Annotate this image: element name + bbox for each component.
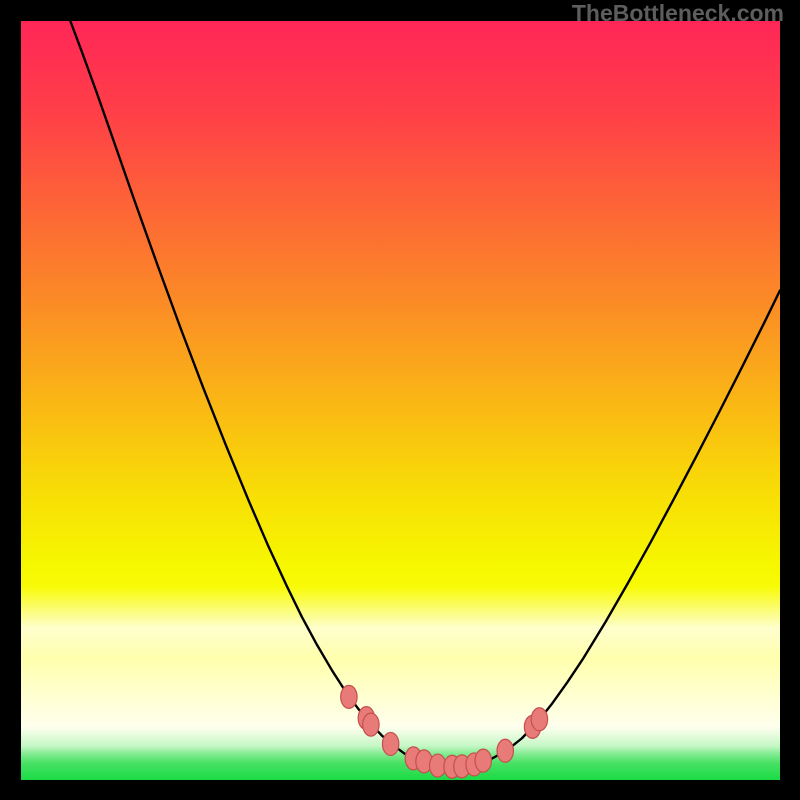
data-point <box>497 739 513 762</box>
watermark-text: TheBottleneck.com <box>572 0 784 27</box>
bottleneck-curve-chart <box>21 21 780 780</box>
chart-background <box>21 21 780 780</box>
data-point <box>475 749 491 772</box>
data-point <box>531 708 547 731</box>
data-point <box>382 732 398 755</box>
chart-stage: TheBottleneck.com <box>0 0 800 800</box>
data-point <box>363 713 379 736</box>
data-point <box>341 685 357 708</box>
